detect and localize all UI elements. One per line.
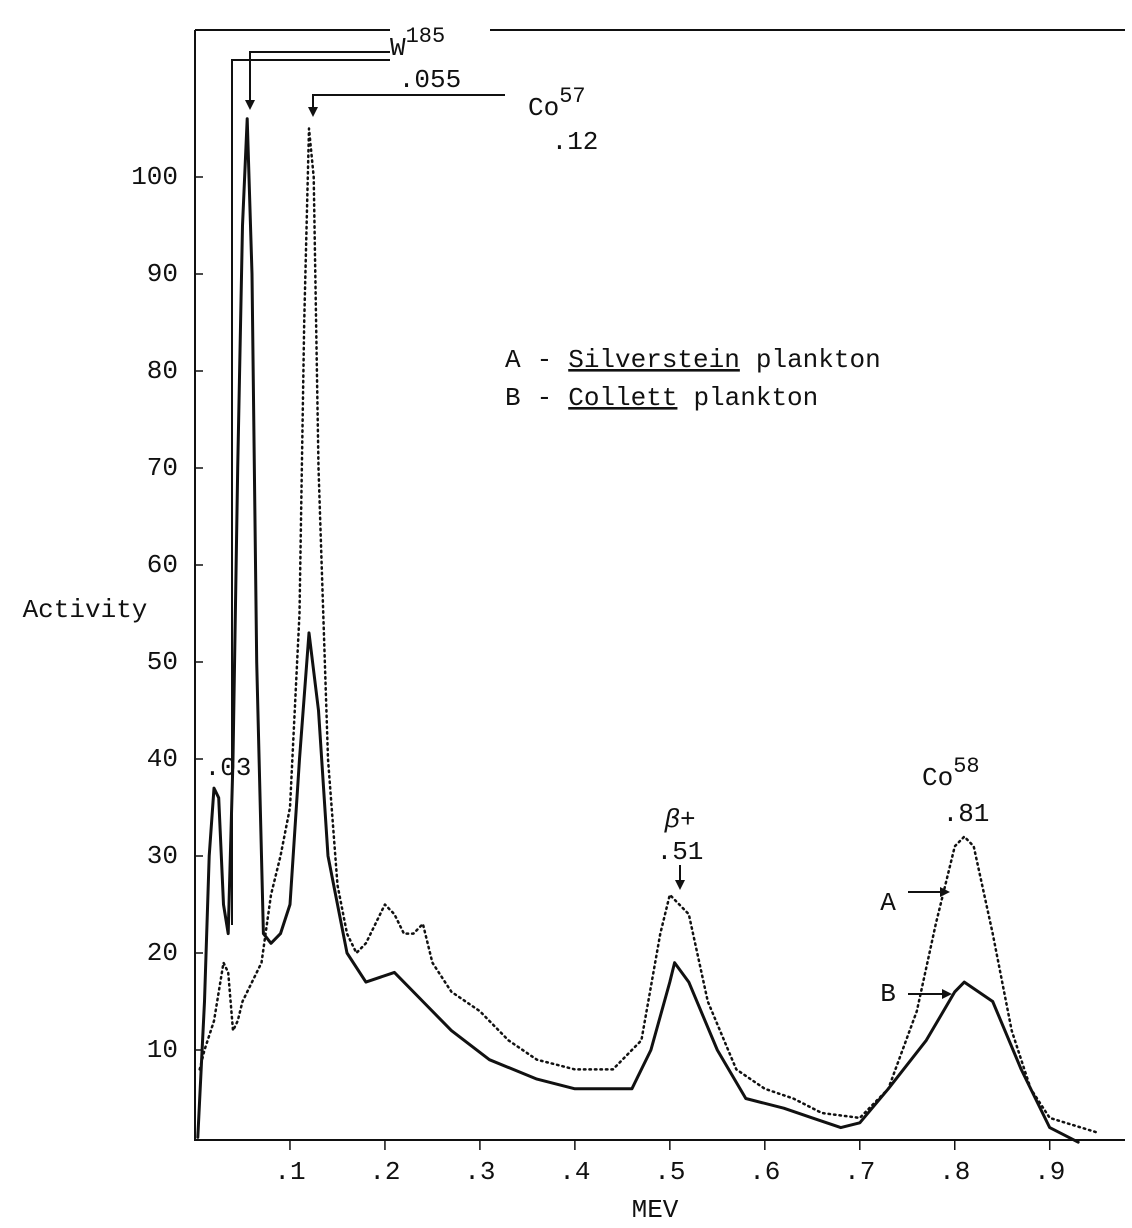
legend-text: A [505,345,521,375]
element: Co [922,763,953,793]
x-tick-label: .1 [274,1157,305,1187]
mass-number: 58 [953,754,979,779]
x-tick-label: .3 [464,1157,495,1187]
y-tick-label: 60 [147,550,178,580]
x-tick-label: .5 [654,1157,685,1187]
energy-label: .81 [943,799,990,829]
legend-entry: B - Collett plankton [505,383,818,413]
element: W [390,33,406,63]
x-tick-label: .4 [559,1157,590,1187]
isotope-label: Co57 [528,84,586,123]
legend-text: plankton [756,345,881,375]
y-tick-label: 20 [147,938,178,968]
y-tick-label: 100 [131,162,178,192]
annotation-leaders [231,51,952,999]
series-line [196,117,1080,1144]
y-tick-label: 50 [147,647,178,677]
curve-label: A [880,888,896,918]
energy-label: .03 [205,753,252,783]
x-axis-label: MEV [632,1195,679,1225]
mass-number: 57 [559,84,585,109]
legend-text: B [505,383,521,413]
particle-label: β+ [663,805,695,835]
y-tick-label: 90 [147,259,178,289]
legend-entry: A - Silverstein plankton [505,345,881,375]
leader-line [231,59,390,925]
axis-frame [194,29,1125,1141]
curve-label: B [880,979,896,1009]
leader-arrow [245,51,390,110]
x-tick-label: .8 [939,1157,970,1187]
legend-text: - [537,345,553,375]
y-axis-label: Activity [23,595,148,625]
x-tick-label: .2 [369,1157,400,1187]
isotope-label: Co58 [922,754,980,793]
y-tick-label: 10 [147,1035,178,1065]
y-tick-label: 30 [147,841,178,871]
energy-label: .055 [399,65,461,95]
series-line [198,127,1099,1134]
x-tick-label: .7 [844,1157,875,1187]
legend-text: - [537,383,553,413]
y-tick-label: 80 [147,356,178,386]
y-tick-label: 40 [147,744,178,774]
element: Co [528,93,559,123]
legend-text: plankton [693,383,818,413]
x-tick-label: .6 [749,1157,780,1187]
legend-text: Silverstein [568,345,740,375]
x-tick-label: .9 [1034,1157,1065,1187]
y-tick-label: 70 [147,453,178,483]
energy-label: .51 [657,837,704,867]
isotope-label: W185 [390,24,445,63]
legend-text: Collett [568,383,677,413]
leader-arrow [308,94,505,117]
energy-label: .12 [552,127,599,157]
mass-number: 185 [406,24,446,49]
